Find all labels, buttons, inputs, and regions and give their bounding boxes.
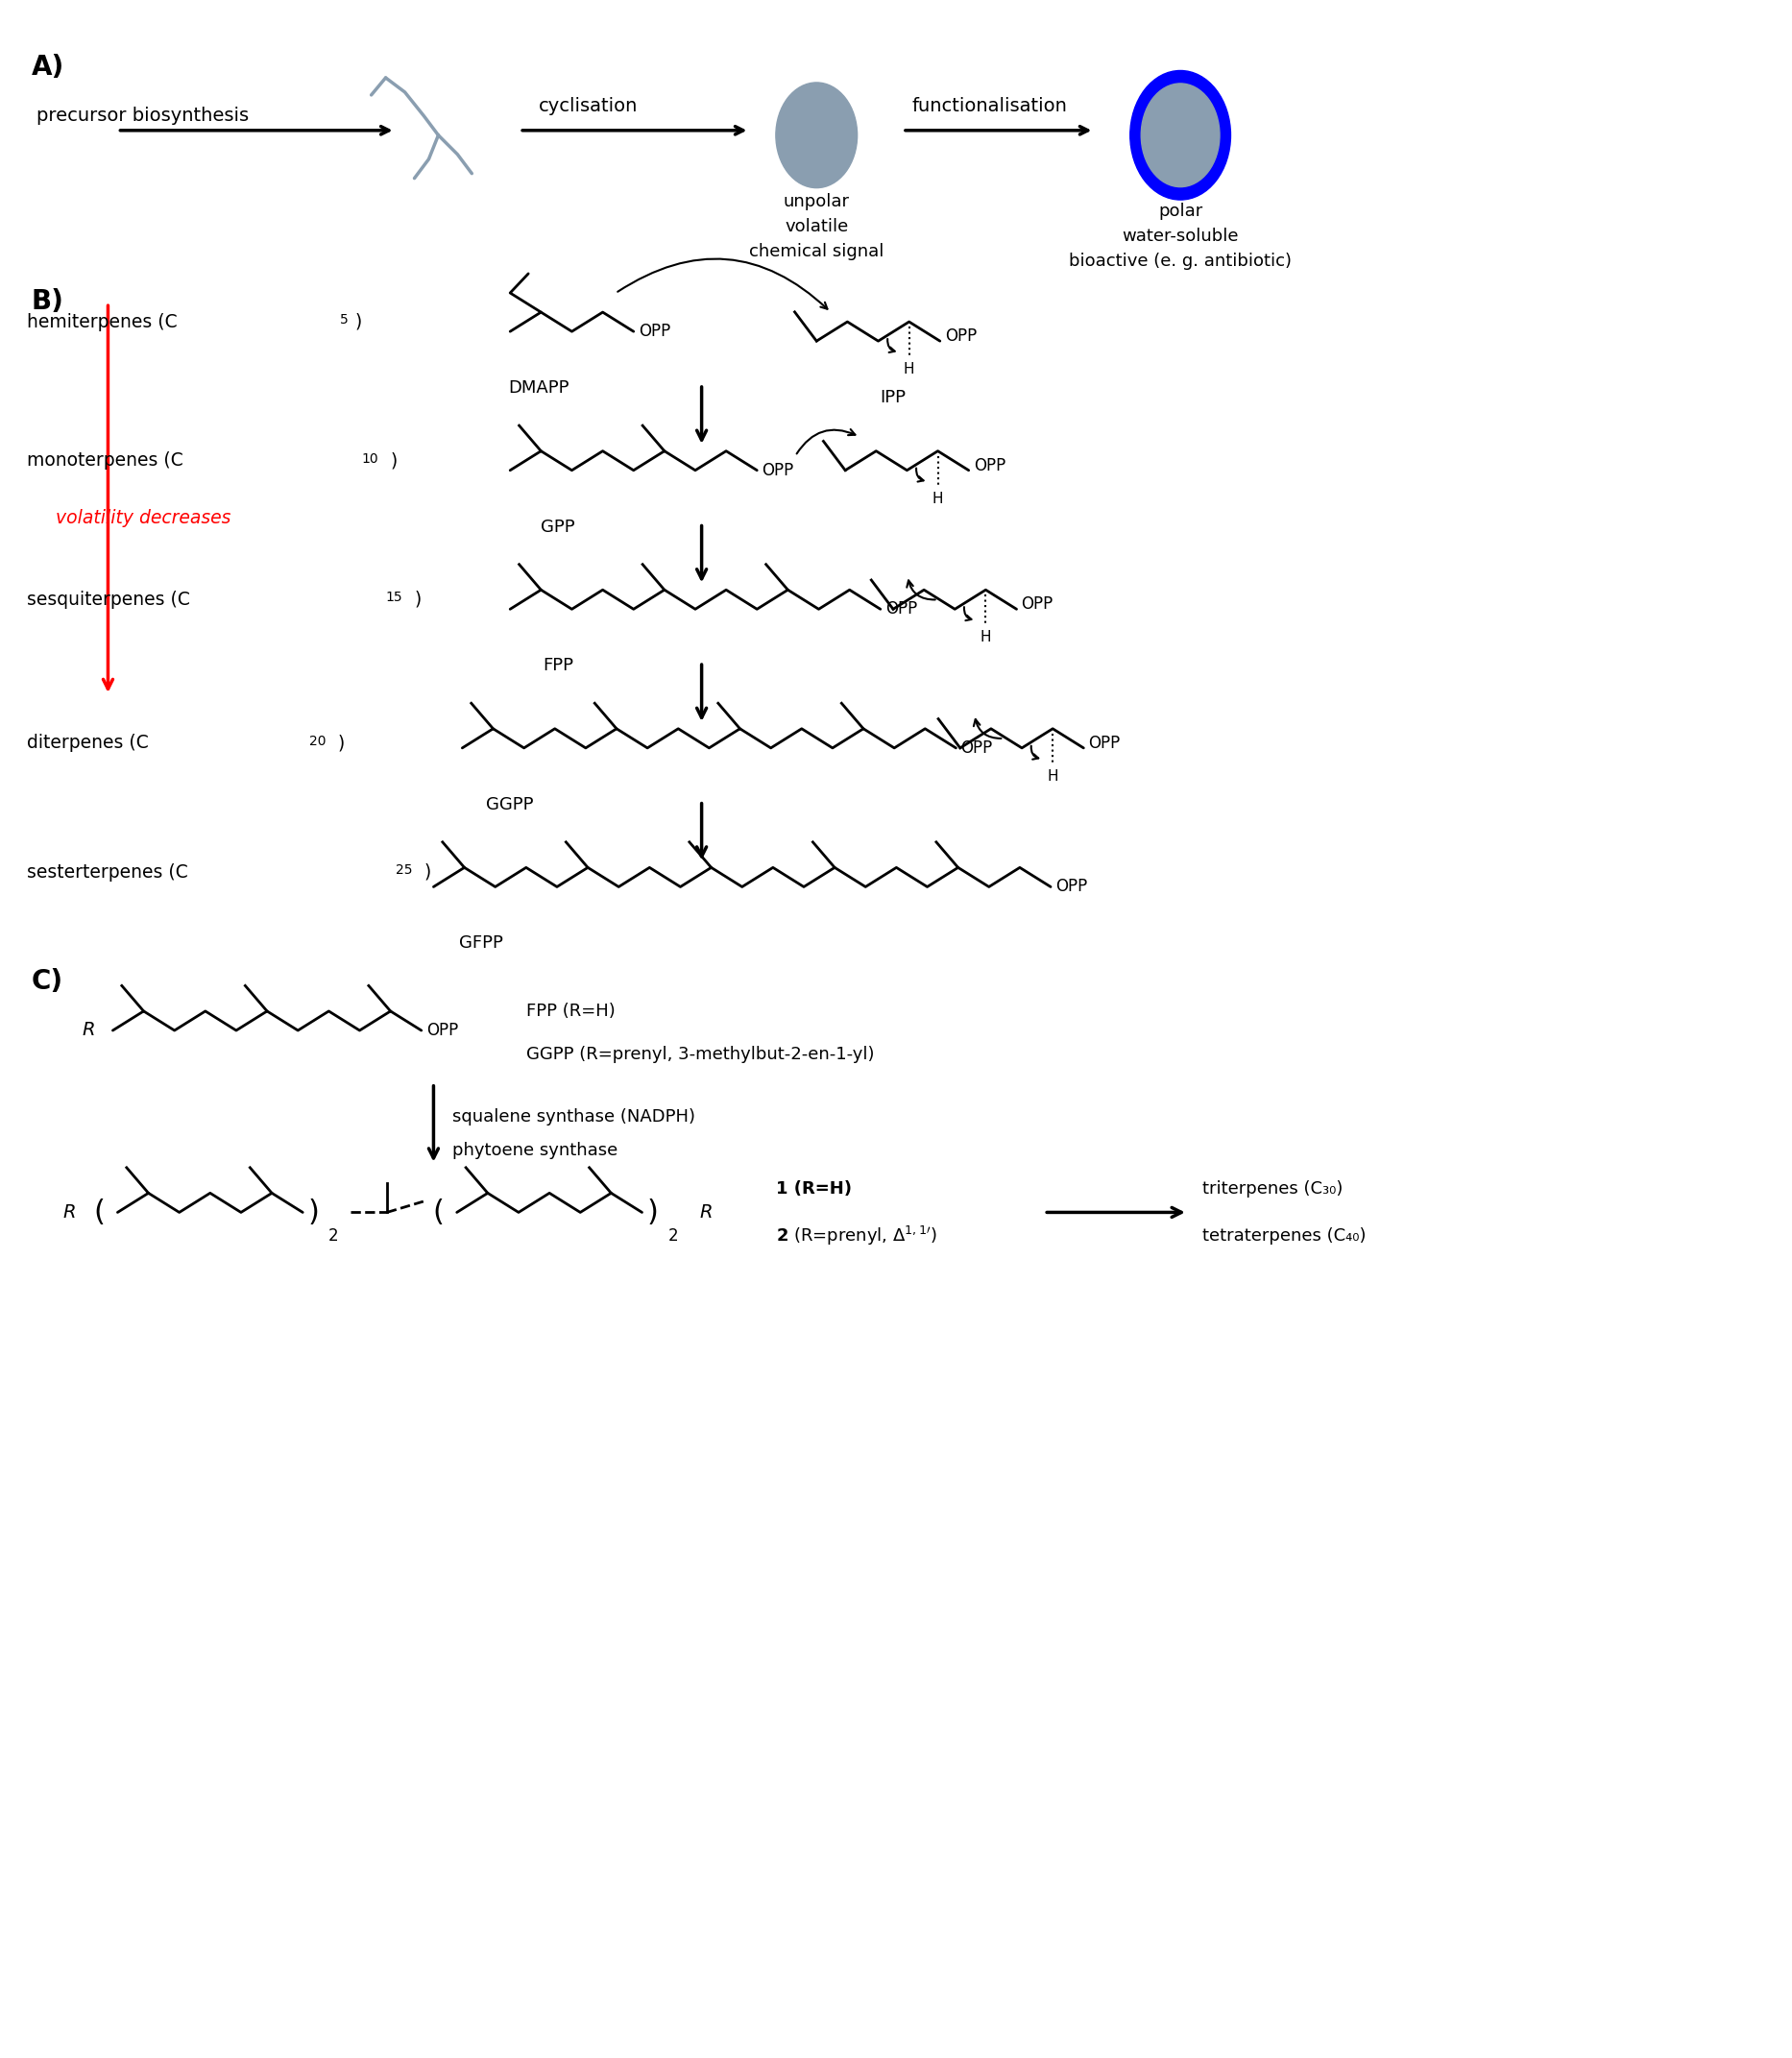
Text: (: ( bbox=[93, 1198, 106, 1227]
Text: volatility decreases: volatility decreases bbox=[56, 508, 231, 527]
Text: OPP: OPP bbox=[885, 601, 918, 617]
Text: (: ( bbox=[434, 1198, 444, 1227]
Ellipse shape bbox=[1131, 70, 1231, 200]
Text: sesquiterpenes (C: sesquiterpenes (C bbox=[27, 591, 190, 609]
Text: ): ) bbox=[355, 313, 362, 331]
Text: A): A) bbox=[32, 54, 65, 80]
Text: OPP: OPP bbox=[426, 1021, 459, 1039]
Text: OPP: OPP bbox=[762, 461, 794, 480]
Text: functionalisation: functionalisation bbox=[912, 97, 1068, 115]
Text: GPP: GPP bbox=[541, 519, 575, 535]
Ellipse shape bbox=[776, 82, 857, 187]
Text: cyclisation: cyclisation bbox=[539, 97, 638, 115]
Text: squalene synthase (NADPH): squalene synthase (NADPH) bbox=[453, 1107, 695, 1126]
Text: 20: 20 bbox=[308, 735, 326, 747]
Text: unpolar
volatile
chemical signal: unpolar volatile chemical signal bbox=[749, 193, 883, 261]
Text: H: H bbox=[903, 362, 914, 377]
Text: DMAPP: DMAPP bbox=[509, 379, 570, 397]
Text: tetraterpenes (C₄₀): tetraterpenes (C₄₀) bbox=[1202, 1229, 1366, 1245]
Text: FPP: FPP bbox=[543, 657, 573, 675]
Text: 10: 10 bbox=[362, 453, 378, 465]
Text: R: R bbox=[699, 1204, 713, 1222]
Text: 2: 2 bbox=[668, 1229, 677, 1245]
Text: GFPP: GFPP bbox=[459, 934, 504, 953]
Text: OPP: OPP bbox=[961, 739, 993, 757]
Text: ): ) bbox=[414, 591, 421, 609]
Text: ): ) bbox=[391, 451, 398, 469]
Text: ): ) bbox=[647, 1198, 658, 1227]
Text: OPP: OPP bbox=[973, 457, 1005, 473]
Text: 1 (R=H): 1 (R=H) bbox=[776, 1179, 851, 1198]
Text: polar
water-soluble
bioactive (e. g. antibiotic): polar water-soluble bioactive (e. g. ant… bbox=[1070, 202, 1292, 270]
Text: hemiterpenes (C: hemiterpenes (C bbox=[27, 313, 177, 331]
Text: 15: 15 bbox=[385, 591, 403, 605]
Text: triterpenes (C₃₀): triterpenes (C₃₀) bbox=[1202, 1179, 1342, 1198]
Text: OPP: OPP bbox=[1088, 735, 1120, 751]
Text: H: H bbox=[932, 492, 943, 506]
Text: IPP: IPP bbox=[880, 389, 907, 405]
Text: B): B) bbox=[32, 288, 65, 315]
Text: 2: 2 bbox=[328, 1229, 339, 1245]
Text: monoterpenes (C: monoterpenes (C bbox=[27, 451, 183, 469]
Text: FPP (R=H): FPP (R=H) bbox=[527, 1002, 616, 1021]
Text: precursor biosynthesis: precursor biosynthesis bbox=[36, 107, 249, 126]
Ellipse shape bbox=[1142, 84, 1220, 187]
Text: OPP: OPP bbox=[638, 323, 670, 340]
Text: R: R bbox=[63, 1204, 77, 1222]
Text: ): ) bbox=[337, 735, 344, 753]
Text: 25: 25 bbox=[396, 864, 412, 877]
Text: diterpenes (C: diterpenes (C bbox=[27, 735, 149, 753]
Text: GGPP: GGPP bbox=[486, 796, 534, 813]
Text: ): ) bbox=[308, 1198, 319, 1227]
Text: OPP: OPP bbox=[1055, 879, 1088, 895]
Text: GGPP (R=prenyl, 3-methylbut-2-en-1-yl): GGPP (R=prenyl, 3-methylbut-2-en-1-yl) bbox=[527, 1045, 874, 1064]
Text: H: H bbox=[1047, 770, 1059, 784]
Text: sesterterpenes (C: sesterterpenes (C bbox=[27, 862, 188, 881]
Text: OPP: OPP bbox=[944, 327, 977, 346]
Text: ): ) bbox=[425, 862, 430, 881]
Text: phytoene synthase: phytoene synthase bbox=[453, 1142, 618, 1159]
Text: H: H bbox=[980, 630, 991, 644]
Text: 5: 5 bbox=[340, 313, 348, 327]
Text: $\mathbf{2}$ (R=prenyl, $\Delta^{1,1\prime}$): $\mathbf{2}$ (R=prenyl, $\Delta^{1,1\pri… bbox=[776, 1225, 937, 1247]
Text: C): C) bbox=[32, 967, 63, 996]
Text: OPP: OPP bbox=[1021, 595, 1054, 613]
Text: R: R bbox=[82, 1021, 95, 1039]
